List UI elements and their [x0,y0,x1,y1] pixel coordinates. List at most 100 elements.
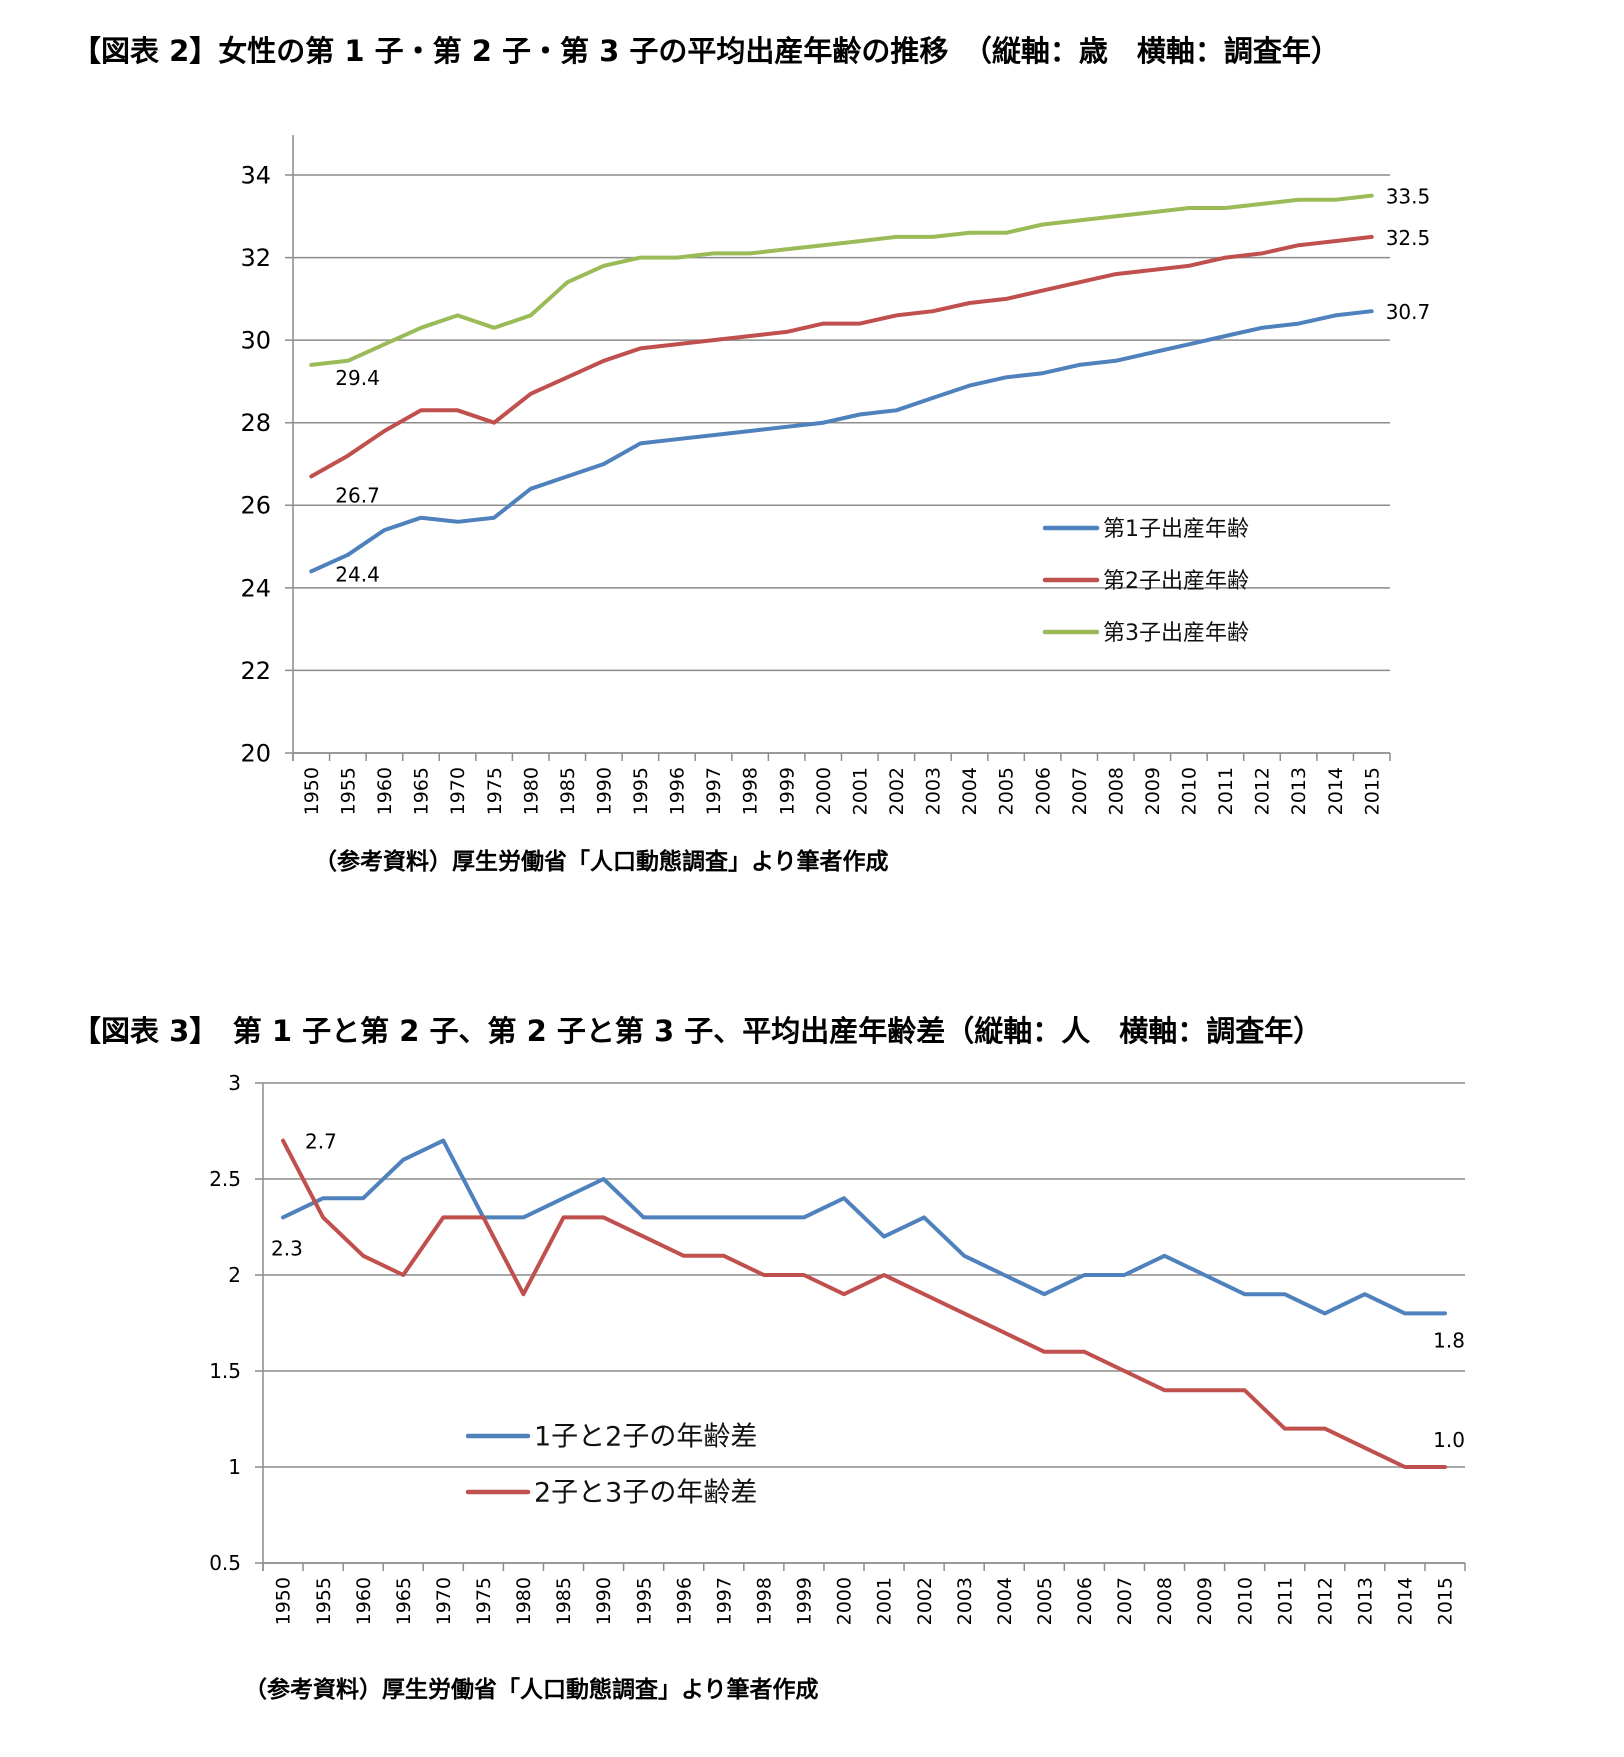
data-point [321,1215,325,1219]
data-label-first: 29.4 [335,366,380,390]
x-tick-label: 1960 [353,1577,375,1625]
data-point [1122,1273,1126,1277]
y-tick-label: 24 [240,574,271,602]
data-point [401,1273,405,1277]
series-line-3 [309,193,1374,367]
y-tick-label: 1 [228,1455,241,1479]
x-tick-label: 2000 [813,767,835,815]
x-tick-label: 2006 [1032,767,1054,815]
x-tick-label: 2003 [954,1577,976,1625]
series-line-2 [309,234,1374,479]
x-tick-label: 1985 [553,1577,575,1625]
data-point [521,1292,525,1296]
data-point [361,1254,365,1258]
data-point [922,1292,926,1296]
x-tick-label: 2004 [994,1577,1016,1625]
data-point [1323,1427,1327,1431]
data-point [1203,1388,1207,1392]
x-tick-label: 1998 [753,1577,775,1625]
legend-label-1: 第1子出産年齢 [1103,517,1249,542]
data-point [1443,1311,1447,1315]
y-tick-label: 20 [240,739,271,767]
data-point [562,1215,566,1219]
x-tick-label: 2001 [849,767,871,815]
figure-3-title: 【図表 3】 第 1 子と第 2 子、第 2 子と第 3 子、平均出産年齢差（縦… [72,1014,1323,1048]
x-tick-label: 2013 [1288,767,1310,815]
x-tick-label: 2015 [1435,1577,1457,1625]
x-tick-label: 1996 [673,1577,695,1625]
data-label-first: 26.7 [335,483,380,507]
data-point [1203,1273,1207,1277]
data-point [842,1292,846,1296]
data-point [1243,1292,1247,1296]
x-tick-label: 2015 [1361,767,1383,815]
data-point [401,1158,405,1162]
y-tick-label: 3 [228,1071,241,1095]
data-label-first: 2.3 [271,1236,303,1260]
x-tick-label: 2009 [1194,1577,1216,1625]
x-tick-label: 2014 [1325,767,1347,815]
x-tick-label: 2005 [1034,1577,1056,1625]
x-tick-label: 2008 [1105,767,1127,815]
x-tick-label: 1965 [393,1577,415,1625]
data-point [1283,1427,1287,1431]
data-point [962,1254,966,1258]
legend-label-3: 第3子出産年齢 [1103,621,1249,646]
legend-label-2: 第2子出産年齢 [1103,569,1249,594]
x-tick-label: 2014 [1395,1577,1417,1625]
x-tick-label: 1975 [473,1577,495,1625]
data-point [1082,1273,1086,1277]
data-point [802,1215,806,1219]
data-point [1403,1311,1407,1315]
data-point [281,1139,285,1143]
data-label-last: 1.0 [1433,1428,1465,1452]
figure-2-title: 【図表 2】女性の第 1 子・第 2 子・第 3 子の平均出産年齢の推移 （縦軸… [72,34,1340,68]
data-point [321,1196,325,1200]
x-tick-label: 1990 [593,767,615,815]
data-point [602,1215,606,1219]
x-tick-label: 2010 [1234,1577,1256,1625]
data-point [1002,1273,1006,1277]
x-tick-label: 1985 [557,767,579,815]
y-tick-label: 34 [240,161,271,189]
x-tick-label: 2007 [1114,1577,1136,1625]
data-point [1243,1388,1247,1392]
data-point [762,1273,766,1277]
x-tick-label: 1970 [447,767,469,815]
x-tick-label: 2008 [1154,1577,1176,1625]
data-point [441,1139,445,1143]
data-point [562,1196,566,1200]
y-tick-label: 22 [240,657,271,685]
data-point [1363,1292,1367,1296]
series-line-2 [281,1138,1447,1469]
data-point [481,1215,485,1219]
series-line-1 [309,309,1374,574]
y-tick-label: 2.5 [209,1167,241,1191]
data-point [1042,1350,1046,1354]
x-tick-label: 2012 [1314,1577,1336,1625]
y-tick-label: 26 [240,492,271,520]
x-tick-label: 2013 [1354,1577,1376,1625]
legend-label-2: 2子と3子の年齢差 [534,1478,757,1509]
x-tick-label: 1965 [411,767,433,815]
data-point [1002,1331,1006,1335]
data-label-last: 30.7 [1386,300,1431,324]
data-point [1403,1465,1407,1469]
data-point [762,1215,766,1219]
data-point [441,1215,445,1219]
data-point [1082,1350,1086,1354]
y-tick-label: 1.5 [209,1359,241,1383]
x-tick-label: 2002 [886,767,908,815]
data-point [962,1311,966,1315]
x-tick-label: 1950 [273,1577,295,1625]
x-tick-label: 1990 [593,1577,615,1625]
x-tick-label: 1955 [313,1577,335,1625]
data-point [1283,1292,1287,1296]
x-tick-label: 1980 [520,767,542,815]
x-tick-label: 2012 [1252,767,1274,815]
legend-label-1: 1子と2子の年齢差 [534,1422,757,1453]
figure-2-source-note: （参考資料）厚生労働省「人口動態調査」より筆者作成 [314,849,889,875]
x-tick-label: 1980 [513,1577,535,1625]
chart-figure-2: 20 22 24 26 28 30 32 34 1950 1955 1960 1965 1970 1975… [240,135,1431,815]
